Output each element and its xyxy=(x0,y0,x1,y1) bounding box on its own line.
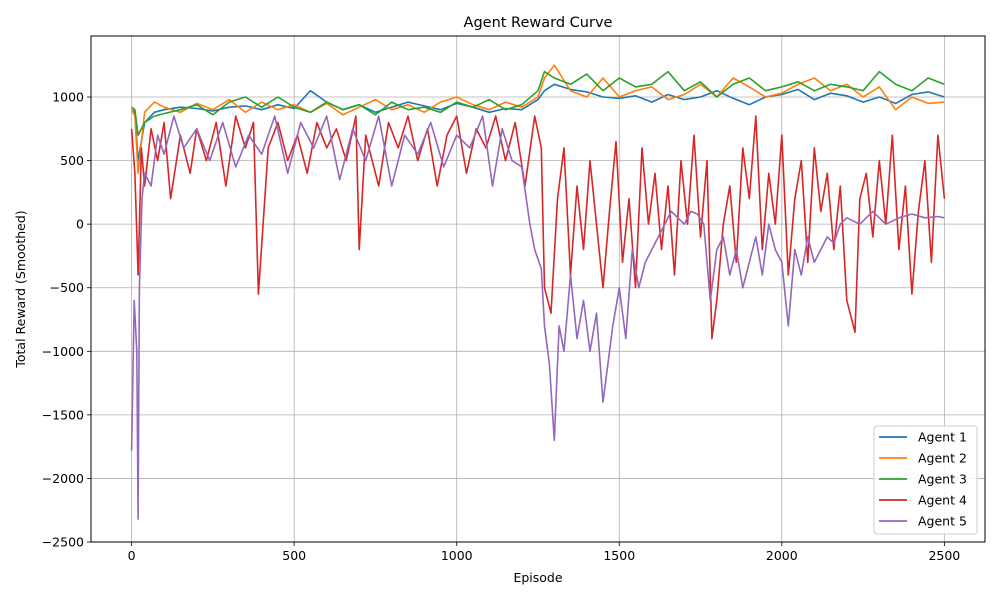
chart-title: Agent Reward Curve xyxy=(464,15,613,31)
legend-label-agent-3: Agent 3 xyxy=(918,472,967,487)
y-axis-ticks: −2500 −2000 −1500 −1000 −500 0 500 1000 xyxy=(42,90,91,550)
y-tick-label: −1000 xyxy=(42,344,84,359)
y-tick-label: −500 xyxy=(50,280,84,295)
legend-label-agent-2: Agent 2 xyxy=(918,451,967,466)
y-tick-label: −1500 xyxy=(42,407,84,422)
series-line-agent-5 xyxy=(130,115,945,520)
x-tick-label: 2000 xyxy=(766,548,798,563)
legend-box xyxy=(873,425,978,535)
legend-label-agent-4: Agent 4 xyxy=(918,493,967,508)
y-axis-label: Total Reward (Smoothed) xyxy=(13,210,28,368)
legend-label-agent-5: Agent 5 xyxy=(918,514,967,529)
grid-lines xyxy=(91,36,985,543)
series-line-agent-4 xyxy=(130,115,946,340)
legend: Agent 1 Agent 2 Agent 3 Agent 4 Agent 5 xyxy=(873,425,978,535)
x-tick-label: 1000 xyxy=(441,548,473,563)
x-tick-label: 500 xyxy=(282,548,306,563)
plot-frame xyxy=(90,35,986,543)
x-axis-label: Episode xyxy=(513,570,562,585)
series-line-agent-1 xyxy=(131,83,945,162)
x-tick-label: 2500 xyxy=(928,548,960,563)
y-tick-label: 0 xyxy=(76,217,84,232)
x-axis-ticks: 0 500 1000 1500 2000 2500 xyxy=(128,542,960,563)
y-tick-label: 1000 xyxy=(52,90,84,105)
series-lines xyxy=(130,64,946,520)
legend-label-agent-1: Agent 1 xyxy=(918,430,967,445)
x-tick-label: 1500 xyxy=(603,548,635,563)
y-tick-label: −2500 xyxy=(42,535,84,550)
series-line-agent-2 xyxy=(130,64,945,175)
series-line-agent-3 xyxy=(131,70,945,136)
y-tick-label: −2000 xyxy=(42,471,84,486)
x-tick-label: 0 xyxy=(128,548,136,563)
y-tick-label: 500 xyxy=(60,153,84,168)
